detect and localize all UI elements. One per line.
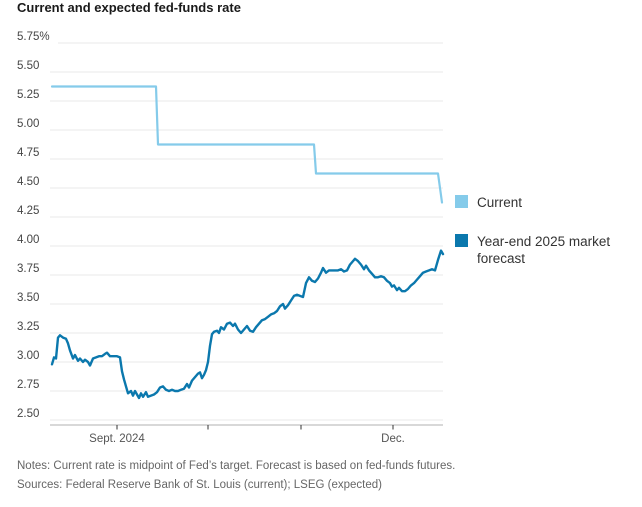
legend: Current Year-end 2025 market forecast: [455, 194, 635, 289]
notes-line: Notes: Current rate is midpoint of Fed’s…: [17, 460, 456, 472]
svg-text:4.75: 4.75: [17, 147, 39, 159]
chart-title: Current and expected fed-funds rate: [17, 0, 241, 15]
legend-swatch-forecast: [455, 233, 468, 247]
svg-text:Sept. 2024: Sept. 2024: [89, 433, 145, 445]
svg-text:3.50: 3.50: [17, 292, 39, 304]
svg-text:5.75%: 5.75%: [17, 31, 50, 43]
svg-text:3.25: 3.25: [17, 321, 39, 333]
sources-line: Sources: Federal Reserve Bank of St. Lou…: [17, 478, 382, 491]
footnotes: Notes: Current rate is midpoint of Fed’s…: [17, 457, 455, 495]
svg-text:5.00: 5.00: [17, 118, 39, 130]
svg-text:2.75: 2.75: [17, 379, 39, 391]
svg-text:4.00: 4.00: [17, 234, 39, 246]
svg-text:3.00: 3.00: [17, 350, 39, 362]
svg-text:4.50: 4.50: [17, 176, 39, 188]
legend-item-forecast: Year-end 2025 market forecast: [455, 233, 635, 268]
svg-text:5.25: 5.25: [17, 89, 39, 101]
legend-label-current: Current: [477, 195, 523, 210]
svg-text:Dec.: Dec.: [381, 433, 405, 445]
legend-label-forecast: Year-end 2025 market forecast: [477, 233, 611, 267]
svg-text:4.25: 4.25: [17, 205, 39, 217]
legend-swatch-current: [455, 195, 468, 208]
svg-text:5.50: 5.50: [17, 60, 39, 72]
svg-text:2.50: 2.50: [17, 408, 39, 420]
svg-text:3.75: 3.75: [17, 263, 39, 275]
legend-item-current: Current: [455, 194, 635, 212]
